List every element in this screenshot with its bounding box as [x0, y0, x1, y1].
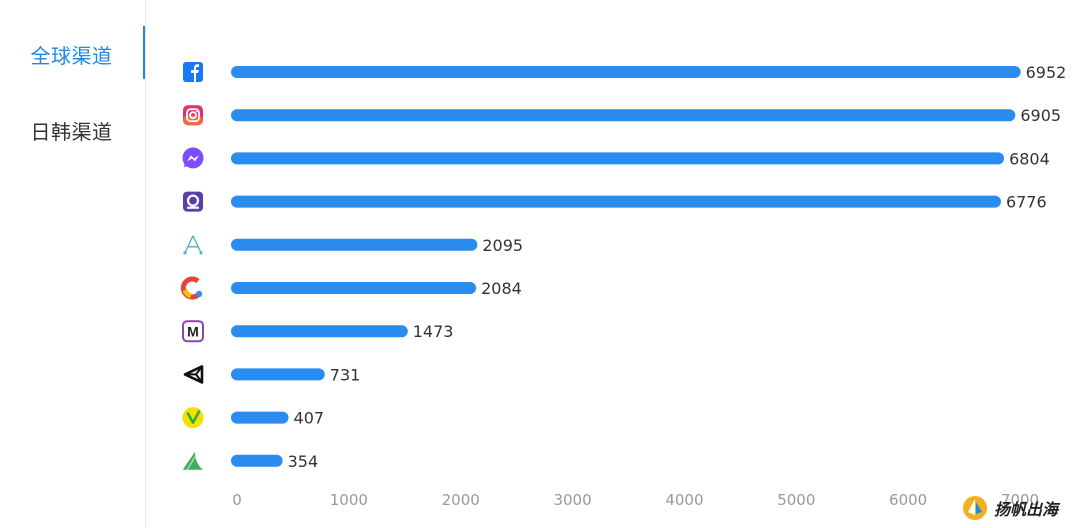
- bar: [231, 454, 283, 467]
- bar-value-label: 6804: [1009, 149, 1050, 168]
- instagram-frame-glyph: [186, 108, 200, 123]
- yangfan-logo-icon: [963, 496, 987, 520]
- instagram-icon-gradient: [183, 115, 203, 126]
- podcast-ring-glyph: [186, 194, 200, 207]
- app-store-glyph: [184, 235, 202, 254]
- m-app-icon: M: [182, 320, 204, 343]
- podcast-app-icon: [183, 191, 203, 212]
- instagram-icon: [183, 105, 203, 126]
- google-ads-icon: [180, 276, 203, 300]
- watermark: 扬帆出海: [962, 493, 1074, 523]
- instagram-dot-glyph: [195, 110, 198, 113]
- bar-value-label: 731: [330, 365, 361, 384]
- bar: [231, 325, 408, 338]
- sidebar-divider: [145, 0, 146, 528]
- x-tick-label: 6000: [889, 491, 927, 509]
- app-store-dot-left: [183, 251, 187, 255]
- bar-value-label: 6776: [1006, 193, 1047, 212]
- tab-japan-korea-channels[interactable]: 日韩渠道: [30, 120, 113, 144]
- watermark-text: 扬帆出海: [994, 500, 1059, 519]
- bar-value-label: 354: [288, 452, 319, 471]
- bar: [231, 195, 1001, 208]
- bar-value-label: 2095: [482, 236, 523, 255]
- vungle-icon-bg: [182, 407, 204, 429]
- bar: [231, 282, 477, 294]
- vungle-v-glyph: [186, 410, 201, 424]
- app-store-icon: [183, 235, 203, 255]
- x-tick-label: 5000: [777, 491, 815, 509]
- x-tick-label: 0: [232, 491, 242, 509]
- x-tick-label: 1000: [330, 491, 368, 509]
- bar: [231, 152, 1005, 165]
- bar: [231, 66, 1021, 78]
- x-tick-label: 2000: [442, 491, 480, 509]
- messenger-tail: [184, 161, 190, 168]
- m-app-frame: [182, 320, 204, 343]
- bar: [231, 238, 478, 251]
- vungle-icon: [182, 407, 204, 429]
- bar: [231, 411, 289, 424]
- bar-value-label: 407: [294, 409, 325, 428]
- facebook-icon: [183, 62, 203, 82]
- x-tick-label: 7000: [1001, 491, 1039, 509]
- green-leaf-app-icon: [183, 451, 203, 471]
- bar-value-label: 2084: [481, 279, 522, 298]
- bar: [231, 368, 325, 381]
- google-ads-arc: [180, 276, 200, 300]
- podcast-base-glyph: [187, 206, 199, 209]
- x-tick-label: 3000: [553, 491, 591, 509]
- unity-outline: [183, 365, 204, 384]
- instagram-lens-glyph: [189, 111, 197, 120]
- facebook-f-glyph: [191, 64, 199, 82]
- bar-value-label: 6952: [1026, 63, 1067, 82]
- channel-sidebar: 全球渠道 日韩渠道: [0, 0, 146, 528]
- x-tick-label: 4000: [665, 491, 703, 509]
- google-ads-dot: [195, 290, 203, 298]
- unity-inner: [185, 365, 203, 383]
- bar-value-label: 6905: [1020, 106, 1061, 125]
- bar-value-label: 1473: [413, 322, 454, 341]
- m-app-glyph: M: [187, 324, 199, 340]
- active-tab-indicator: [143, 26, 146, 79]
- messenger-icon: [182, 147, 204, 169]
- unity-icon: [183, 365, 204, 384]
- green-leaf-vein: [186, 456, 196, 471]
- google-ads-arc-yellow: [182, 288, 193, 299]
- bar: [231, 109, 1016, 122]
- messenger-bolt-glyph: [187, 155, 199, 162]
- tab-global-channels[interactable]: 全球渠道: [30, 44, 113, 68]
- app-store-dot-right: [199, 251, 203, 255]
